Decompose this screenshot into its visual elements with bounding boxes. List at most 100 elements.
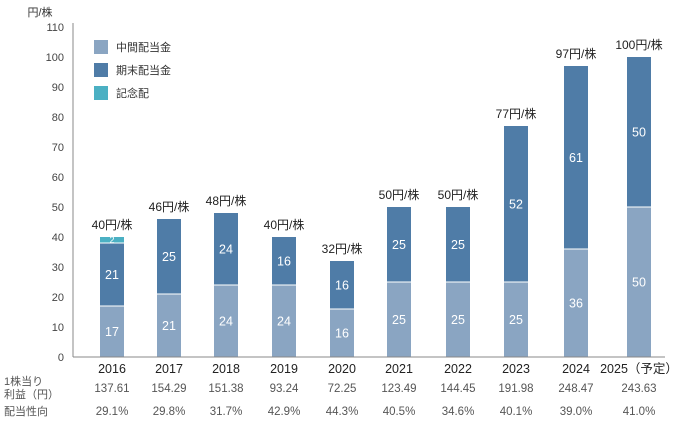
eps-value: 248.47 (558, 383, 593, 395)
bar-segment (446, 282, 470, 357)
y-axis: 0 10 20 30 40 50 60 70 80 90 100 110 (46, 22, 74, 364)
x-axis: 2016 2017 2018 2019 2020 2021 2022 2023 2024 2025… (73, 356, 678, 376)
bar-segment (157, 294, 181, 357)
bar-segment (387, 282, 411, 357)
eps-value: 191.98 (498, 383, 533, 395)
payout-ratio-value: 40.5% (383, 406, 416, 418)
y-tick-label: 60 (52, 172, 64, 184)
bar-value-label: 2 (109, 235, 114, 245)
bar-segment (100, 243, 124, 306)
legend-label: 記念配 (116, 86, 149, 100)
bar-total-label: 32円/株 (322, 241, 363, 256)
bar-segment (330, 309, 354, 357)
x-tick-label: 2023 (502, 362, 530, 376)
legend-swatch (94, 86, 108, 100)
bar-total-label: 48円/株 (206, 193, 247, 208)
y-tick-label: 90 (52, 82, 64, 94)
bar-total-label: 77円/株 (496, 106, 537, 121)
eps-value: 154.29 (151, 383, 186, 395)
payout-ratio-value: 31.7% (210, 406, 243, 418)
legend-label: 期末配当金 (116, 63, 171, 77)
eps-value: 243.63 (621, 383, 656, 395)
bar-value-label: 52 (509, 198, 523, 212)
x-tick-label: 2019 (270, 362, 298, 376)
payout-ratio-value: 39.0% (560, 406, 593, 418)
bar-value-label: 50 (632, 126, 646, 140)
bar-value-label: 24 (277, 315, 291, 329)
eps-value: 72.25 (328, 383, 357, 395)
data-table: 1株当り 利益（円） 配当性向 137.61 154.29 151.38 93.24 7… (4, 374, 657, 418)
payout-row-title: 配当性向 (4, 404, 48, 418)
bar-segment (100, 306, 124, 357)
legend-swatch (94, 63, 108, 77)
bar-value-label: 16 (335, 279, 349, 293)
bar-segment (564, 66, 588, 249)
y-tick-label: 20 (52, 292, 64, 304)
payout-ratio-value: 34.6% (442, 406, 475, 418)
payout-ratio-value: 44.3% (326, 406, 359, 418)
bar-value-label: 24 (219, 243, 233, 257)
eps-value: 151.38 (208, 383, 243, 395)
y-axis-unit: 円/株 (27, 5, 52, 19)
bar-total-label: 40円/株 (92, 217, 133, 232)
bar-total-label: 97円/株 (556, 46, 597, 61)
bar-segment (627, 57, 651, 207)
bar-value-label: 21 (162, 319, 176, 333)
bar-segment (214, 285, 238, 357)
x-tick-label: 2017 (155, 362, 183, 376)
bar-value-label: 61 (569, 151, 583, 165)
bar-value-label: 25 (509, 313, 523, 327)
bar-value-label: 21 (105, 268, 119, 282)
bar-segment (504, 126, 528, 282)
bar-segment (564, 249, 588, 357)
payout-ratio-value: 29.8% (153, 406, 186, 418)
bar-total-label: 46円/株 (149, 199, 190, 214)
y-tick-label: 0 (58, 352, 64, 364)
eps-row-title-line1: 1株当り (4, 374, 43, 388)
y-tick-label: 40 (52, 232, 64, 244)
payout-ratio-value: 40.1% (500, 406, 533, 418)
bar-segment (446, 207, 470, 282)
bar-value-label: 25 (451, 313, 465, 327)
payout-ratio-value: 41.0% (623, 406, 656, 418)
y-tick-label: 10 (52, 322, 64, 334)
eps-value: 144.45 (440, 383, 475, 395)
x-tick-label: 2016 (98, 362, 126, 376)
legend-label: 中間配当金 (116, 40, 171, 54)
bars: 17 21 2 40円/株 21 25 46円/株 24 24 48円/株 24 16 40円/株 16 1… (92, 37, 663, 357)
y-tick-label: 70 (52, 142, 64, 154)
x-tick-label: 2018 (212, 362, 240, 376)
payout-ratio-value: 29.1% (96, 406, 129, 418)
bar-value-label: 24 (219, 315, 233, 329)
bar-value-label: 50 (632, 276, 646, 290)
bar-segment (272, 285, 296, 357)
bar-segment (330, 261, 354, 309)
payout-ratio-value: 42.9% (268, 406, 301, 418)
bar-total-label: 50円/株 (438, 187, 479, 202)
eps-value: 137.61 (94, 383, 129, 395)
bar-value-label: 25 (162, 250, 176, 264)
bar-value-label: 25 (392, 313, 406, 327)
eps-row-title-line2: 利益（円） (4, 387, 59, 401)
x-tick-label: 2021 (385, 362, 413, 376)
bar-value-label: 17 (105, 325, 119, 339)
bar-value-label: 36 (569, 297, 583, 311)
bar-segment (214, 213, 238, 285)
bar-value-label: 16 (277, 255, 291, 269)
x-tick-label: 2022 (444, 362, 472, 376)
y-tick-label: 80 (52, 112, 64, 124)
y-tick-label: 100 (46, 52, 64, 64)
y-tick-label: 110 (46, 22, 64, 34)
bar-value-label: 25 (451, 238, 465, 252)
bar-segment (100, 237, 124, 243)
eps-value: 123.49 (381, 383, 416, 395)
bar-segment (627, 207, 651, 357)
x-tick-label: 2024 (562, 362, 590, 376)
bar-total-label: 40円/株 (264, 217, 305, 232)
bar-total-label: 50円/株 (379, 187, 420, 202)
x-tick-label: 2020 (328, 362, 356, 376)
y-tick-label: 30 (52, 262, 64, 274)
bar-segment (157, 219, 181, 294)
